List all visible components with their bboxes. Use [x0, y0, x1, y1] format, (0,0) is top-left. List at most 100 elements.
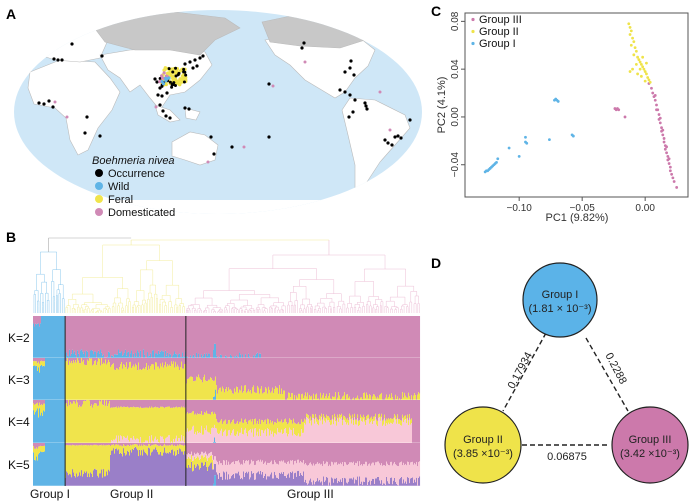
ancestry-bar — [201, 462, 203, 486]
occurrence-dot — [390, 143, 394, 147]
occurrence-dot — [363, 101, 367, 105]
ancestry-bar — [144, 451, 146, 486]
ancestry-bar — [406, 316, 408, 358]
ancestry-bar — [350, 462, 352, 479]
ancestry-bar — [196, 352, 198, 358]
ancestry-bar — [380, 465, 382, 484]
ancestry-bar — [42, 316, 44, 358]
ancestry-bar — [213, 349, 215, 358]
ancestry-bar — [75, 354, 77, 358]
ancestry-bar — [352, 316, 354, 358]
ancestry-bar — [193, 316, 195, 355]
ancestry-bar — [386, 418, 388, 424]
ancestry-bar — [35, 358, 37, 362]
ancestry-bar — [240, 354, 242, 358]
ancestry-bar — [118, 406, 120, 436]
ancestry-bar — [259, 428, 261, 443]
x-tick-label: 0.00 — [635, 203, 655, 214]
ancestry-bar — [159, 400, 161, 408]
ancestry-bar — [67, 443, 69, 446]
ancestry-bar — [161, 316, 163, 351]
ancestry-bar — [268, 358, 270, 387]
legend-marker — [471, 41, 475, 46]
ancestry-bar — [53, 316, 55, 358]
ancestry-bar — [369, 400, 371, 419]
ancestry-bar — [192, 400, 194, 412]
ancestry-bar — [63, 358, 65, 400]
ancestry-bar — [206, 466, 208, 486]
ancestry-bar — [230, 400, 232, 424]
ancestry-bar — [237, 461, 239, 474]
y-axis-label: PC2 (4.1%) — [436, 77, 448, 134]
occurrence-dot — [351, 110, 355, 114]
ancestry-bar — [131, 443, 133, 446]
ancestry-bar — [322, 465, 324, 486]
ancestry-bar — [151, 316, 153, 358]
feral-dot — [178, 77, 183, 81]
ancestry-bar — [326, 476, 328, 486]
ancestry-bar — [138, 407, 140, 440]
ancestry-bar — [272, 387, 274, 400]
ancestry-bar — [331, 443, 333, 462]
ancestry-bar — [187, 412, 189, 429]
ancestry-bar — [338, 463, 340, 481]
ancestry-bar — [38, 443, 40, 447]
occurrence-dot — [83, 131, 87, 135]
ancestry-bar — [277, 358, 279, 388]
ancestry-bar — [342, 443, 344, 463]
ancestry-bar — [260, 316, 262, 354]
ancestry-bar — [347, 465, 349, 484]
ancestry-bar — [226, 436, 228, 443]
ancestry-bar — [186, 383, 188, 400]
edge-label: 0.2288 — [602, 351, 628, 386]
ancestry-bar — [41, 316, 43, 358]
ancestry-bar — [220, 358, 222, 388]
ancestry-bar — [218, 422, 220, 435]
ancestry-bar — [142, 400, 144, 408]
ancestry-bar — [343, 443, 345, 467]
ancestry-bar — [194, 414, 196, 434]
ancestry-bar — [339, 481, 341, 486]
ancestry-bar — [341, 413, 343, 418]
ancestry-bar — [412, 461, 414, 478]
ancestry-bar — [74, 475, 76, 486]
ancestry-bar — [308, 483, 310, 486]
ancestry-bar — [273, 424, 275, 437]
ancestry-bar — [198, 316, 200, 354]
ancestry-bar — [278, 421, 280, 433]
ancestry-bar — [96, 469, 98, 486]
ancestry-bar — [48, 316, 50, 358]
feral-dot — [171, 74, 175, 79]
ancestry-bar — [124, 445, 126, 453]
ancestry-bar — [262, 400, 264, 421]
ancestry-bar — [403, 417, 405, 423]
ancestry-bar — [186, 443, 188, 455]
ancestry-bar — [350, 478, 352, 486]
ancestry-bar — [231, 443, 233, 463]
ancestry-bar — [304, 400, 306, 419]
ancestry-bar — [199, 459, 201, 470]
ancestry-bar — [154, 357, 156, 358]
ancestry-bar — [315, 394, 317, 400]
ancestry-bar — [260, 388, 262, 400]
ancestry-bar — [96, 357, 98, 358]
ancestry-bar — [68, 443, 70, 446]
ancestry-bar — [42, 446, 44, 453]
ancestry-bar — [35, 323, 37, 358]
ancestry-bar — [130, 443, 132, 445]
ancestry-bar — [368, 400, 370, 415]
ancestry-bar — [122, 456, 124, 486]
ancestry-bar — [212, 400, 214, 412]
ancestry-bar — [369, 316, 371, 358]
ancestry-bar — [237, 316, 239, 357]
ancestry-bar — [332, 396, 334, 400]
ancestry-bar — [126, 443, 128, 446]
ancestry-bar — [359, 443, 361, 462]
ancestry-bar — [236, 316, 238, 356]
ancestry-bar — [90, 443, 92, 446]
ancestry-bar — [223, 358, 225, 389]
ancestry-bar — [415, 395, 417, 400]
ancestry-bar — [259, 353, 261, 358]
ancestry-bar — [104, 316, 106, 358]
ancestry-bar — [235, 424, 237, 437]
